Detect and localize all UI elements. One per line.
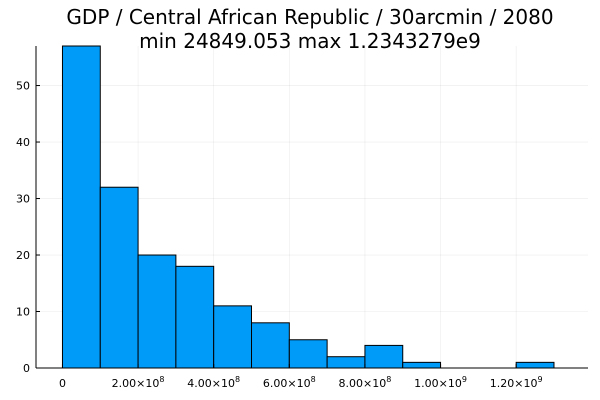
bar-4	[213, 305, 253, 369]
y-tick-label-0: 0	[23, 362, 30, 375]
x-tick-label-1: 2.00×108	[112, 375, 165, 390]
x-tick-label-3: 6.00×108	[263, 375, 316, 390]
chart-subtitle: min 24849.053 max 1.2343279e9	[139, 29, 481, 53]
x-tick-label-5: 1.00×109	[414, 375, 467, 390]
bar-6	[288, 339, 328, 369]
x-axis-ticks: 0 2.00×108 4.00×108 6.00×108 8.00×108 1.00×10…	[59, 364, 543, 390]
y-tick-label-3: 30	[16, 193, 30, 206]
x-tick-label-6: 1.20×109	[490, 375, 543, 390]
bar-12	[515, 361, 555, 369]
bar-3	[175, 265, 215, 369]
y-tick-label-4: 40	[16, 136, 30, 149]
y-tick-label-2: 20	[16, 249, 30, 262]
bar-2	[137, 254, 177, 369]
axes	[35, 46, 588, 369]
bar-7	[326, 356, 366, 369]
y-tick-label-1: 10	[16, 306, 30, 319]
y-tick-label-5: 50	[16, 80, 30, 93]
x-tick-label-2: 4.00×108	[187, 375, 240, 390]
x-tick-label-0: 0	[59, 377, 66, 390]
chart-title: GDP / Central African Republic / 30arcmi…	[66, 5, 553, 29]
y-axis-ticks: 0 10 20 30 40 50	[16, 80, 40, 375]
bar-9	[402, 361, 442, 369]
x-tick-label-4: 8.00×108	[339, 375, 392, 390]
bars-group	[61, 45, 555, 369]
bar-8	[364, 344, 404, 369]
bar-0	[61, 45, 101, 369]
bar-1	[99, 186, 139, 369]
bar-5	[251, 322, 290, 369]
